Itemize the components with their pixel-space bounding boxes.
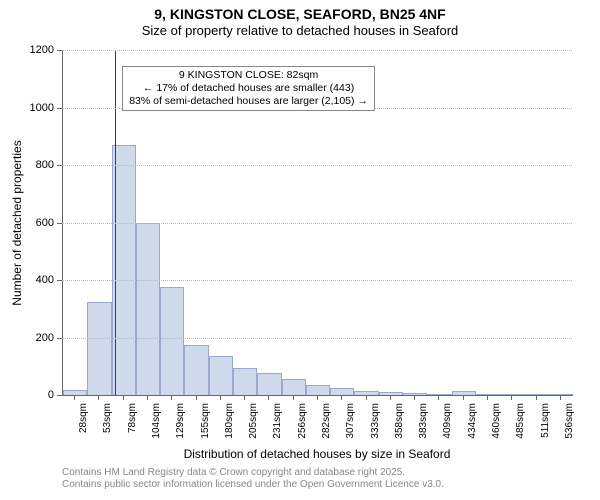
- y-tick: [57, 165, 62, 166]
- histogram-bar: [549, 394, 573, 395]
- x-tick: [438, 395, 439, 400]
- y-tick: [57, 50, 62, 51]
- x-tick-label: 231sqm: [272, 403, 283, 453]
- histogram-bar: [403, 393, 427, 395]
- x-tick: [463, 395, 464, 400]
- y-tick: [57, 395, 62, 396]
- histogram-bar: [452, 391, 476, 395]
- x-tick-label: 434sqm: [467, 403, 478, 453]
- grid-line: [62, 223, 572, 224]
- histogram-bar: [427, 394, 451, 395]
- y-tick: [57, 338, 62, 339]
- x-tick-label: 485sqm: [515, 403, 526, 453]
- y-tick-label: 800: [22, 159, 54, 171]
- histogram-bar: [524, 394, 548, 395]
- histogram-bar: [184, 345, 208, 395]
- footer-attribution: Contains HM Land Registry data © Crown c…: [62, 467, 444, 491]
- x-tick: [293, 395, 294, 400]
- x-tick-label: 104sqm: [151, 403, 162, 453]
- histogram-bar: [257, 373, 281, 395]
- histogram-bar: [63, 390, 87, 395]
- x-tick: [268, 395, 269, 400]
- x-tick: [147, 395, 148, 400]
- x-tick: [196, 395, 197, 400]
- x-tick-label: 511sqm: [540, 403, 551, 453]
- annotation-line: 83% of semi-detached houses are larger (…: [129, 95, 368, 108]
- x-tick: [511, 395, 512, 400]
- footer-line: Contains HM Land Registry data © Crown c…: [62, 467, 444, 479]
- x-tick: [123, 395, 124, 400]
- x-tick: [536, 395, 537, 400]
- x-tick-label: 358sqm: [394, 403, 405, 453]
- y-tick-label: 1200: [22, 44, 54, 56]
- y-tick-label: 600: [22, 217, 54, 229]
- chart-title: 9, KINGSTON CLOSE, SEAFORD, BN25 4NF: [0, 0, 600, 23]
- x-tick-label: 333sqm: [370, 403, 381, 453]
- x-tick-label: 256sqm: [297, 403, 308, 453]
- histogram-bar: [306, 385, 330, 395]
- x-tick: [244, 395, 245, 400]
- chart-subtitle: Size of property relative to detached ho…: [0, 23, 600, 39]
- grid-line: [62, 338, 572, 339]
- y-tick-label: 0: [22, 389, 54, 401]
- x-tick: [74, 395, 75, 400]
- grid-line: [62, 50, 572, 51]
- grid-line: [62, 165, 572, 166]
- x-tick: [220, 395, 221, 400]
- x-tick: [414, 395, 415, 400]
- footer-line: Contains public sector information licen…: [62, 479, 444, 491]
- annotation-box: 9 KINGSTON CLOSE: 82sqm← 17% of detached…: [122, 66, 375, 111]
- y-tick: [57, 280, 62, 281]
- x-tick: [390, 395, 391, 400]
- grid-line: [62, 280, 572, 281]
- histogram-bar: [233, 368, 257, 395]
- y-tick: [57, 223, 62, 224]
- x-tick-label: 28sqm: [78, 403, 89, 453]
- y-tick-label: 200: [22, 332, 54, 344]
- annotation-line: 9 KINGSTON CLOSE: 82sqm: [129, 69, 368, 82]
- y-tick-label: 400: [22, 274, 54, 286]
- x-tick-label: 383sqm: [418, 403, 429, 453]
- x-tick: [341, 395, 342, 400]
- x-tick-label: 205sqm: [248, 403, 259, 453]
- x-tick: [98, 395, 99, 400]
- x-tick-label: 409sqm: [442, 403, 453, 453]
- x-tick-label: 53sqm: [102, 403, 113, 453]
- x-tick: [366, 395, 367, 400]
- x-tick: [317, 395, 318, 400]
- histogram-bar: [209, 356, 233, 395]
- x-tick: [171, 395, 172, 400]
- x-tick-label: 536sqm: [564, 403, 575, 453]
- x-tick: [560, 395, 561, 400]
- histogram-bar: [330, 388, 354, 395]
- x-tick-label: 307sqm: [345, 403, 356, 453]
- x-tick-label: 155sqm: [200, 403, 211, 453]
- x-tick-label: 129sqm: [175, 403, 186, 453]
- x-tick-label: 180sqm: [224, 403, 235, 453]
- y-tick-label: 1000: [22, 102, 54, 114]
- x-tick: [487, 395, 488, 400]
- histogram-bar: [379, 392, 403, 395]
- histogram-bar: [354, 391, 378, 395]
- histogram-bar: [136, 223, 160, 396]
- y-tick: [57, 108, 62, 109]
- x-tick-label: 460sqm: [491, 403, 502, 453]
- histogram-bar: [87, 302, 111, 395]
- chart-container: 9, KINGSTON CLOSE, SEAFORD, BN25 4NF Siz…: [0, 0, 600, 500]
- histogram-bar: [160, 287, 184, 395]
- annotation-line: ← 17% of detached houses are smaller (44…: [129, 82, 368, 95]
- histogram-bar: [282, 379, 306, 395]
- x-tick-label: 78sqm: [127, 403, 138, 453]
- histogram-bar: [500, 394, 524, 395]
- x-tick-label: 282sqm: [321, 403, 332, 453]
